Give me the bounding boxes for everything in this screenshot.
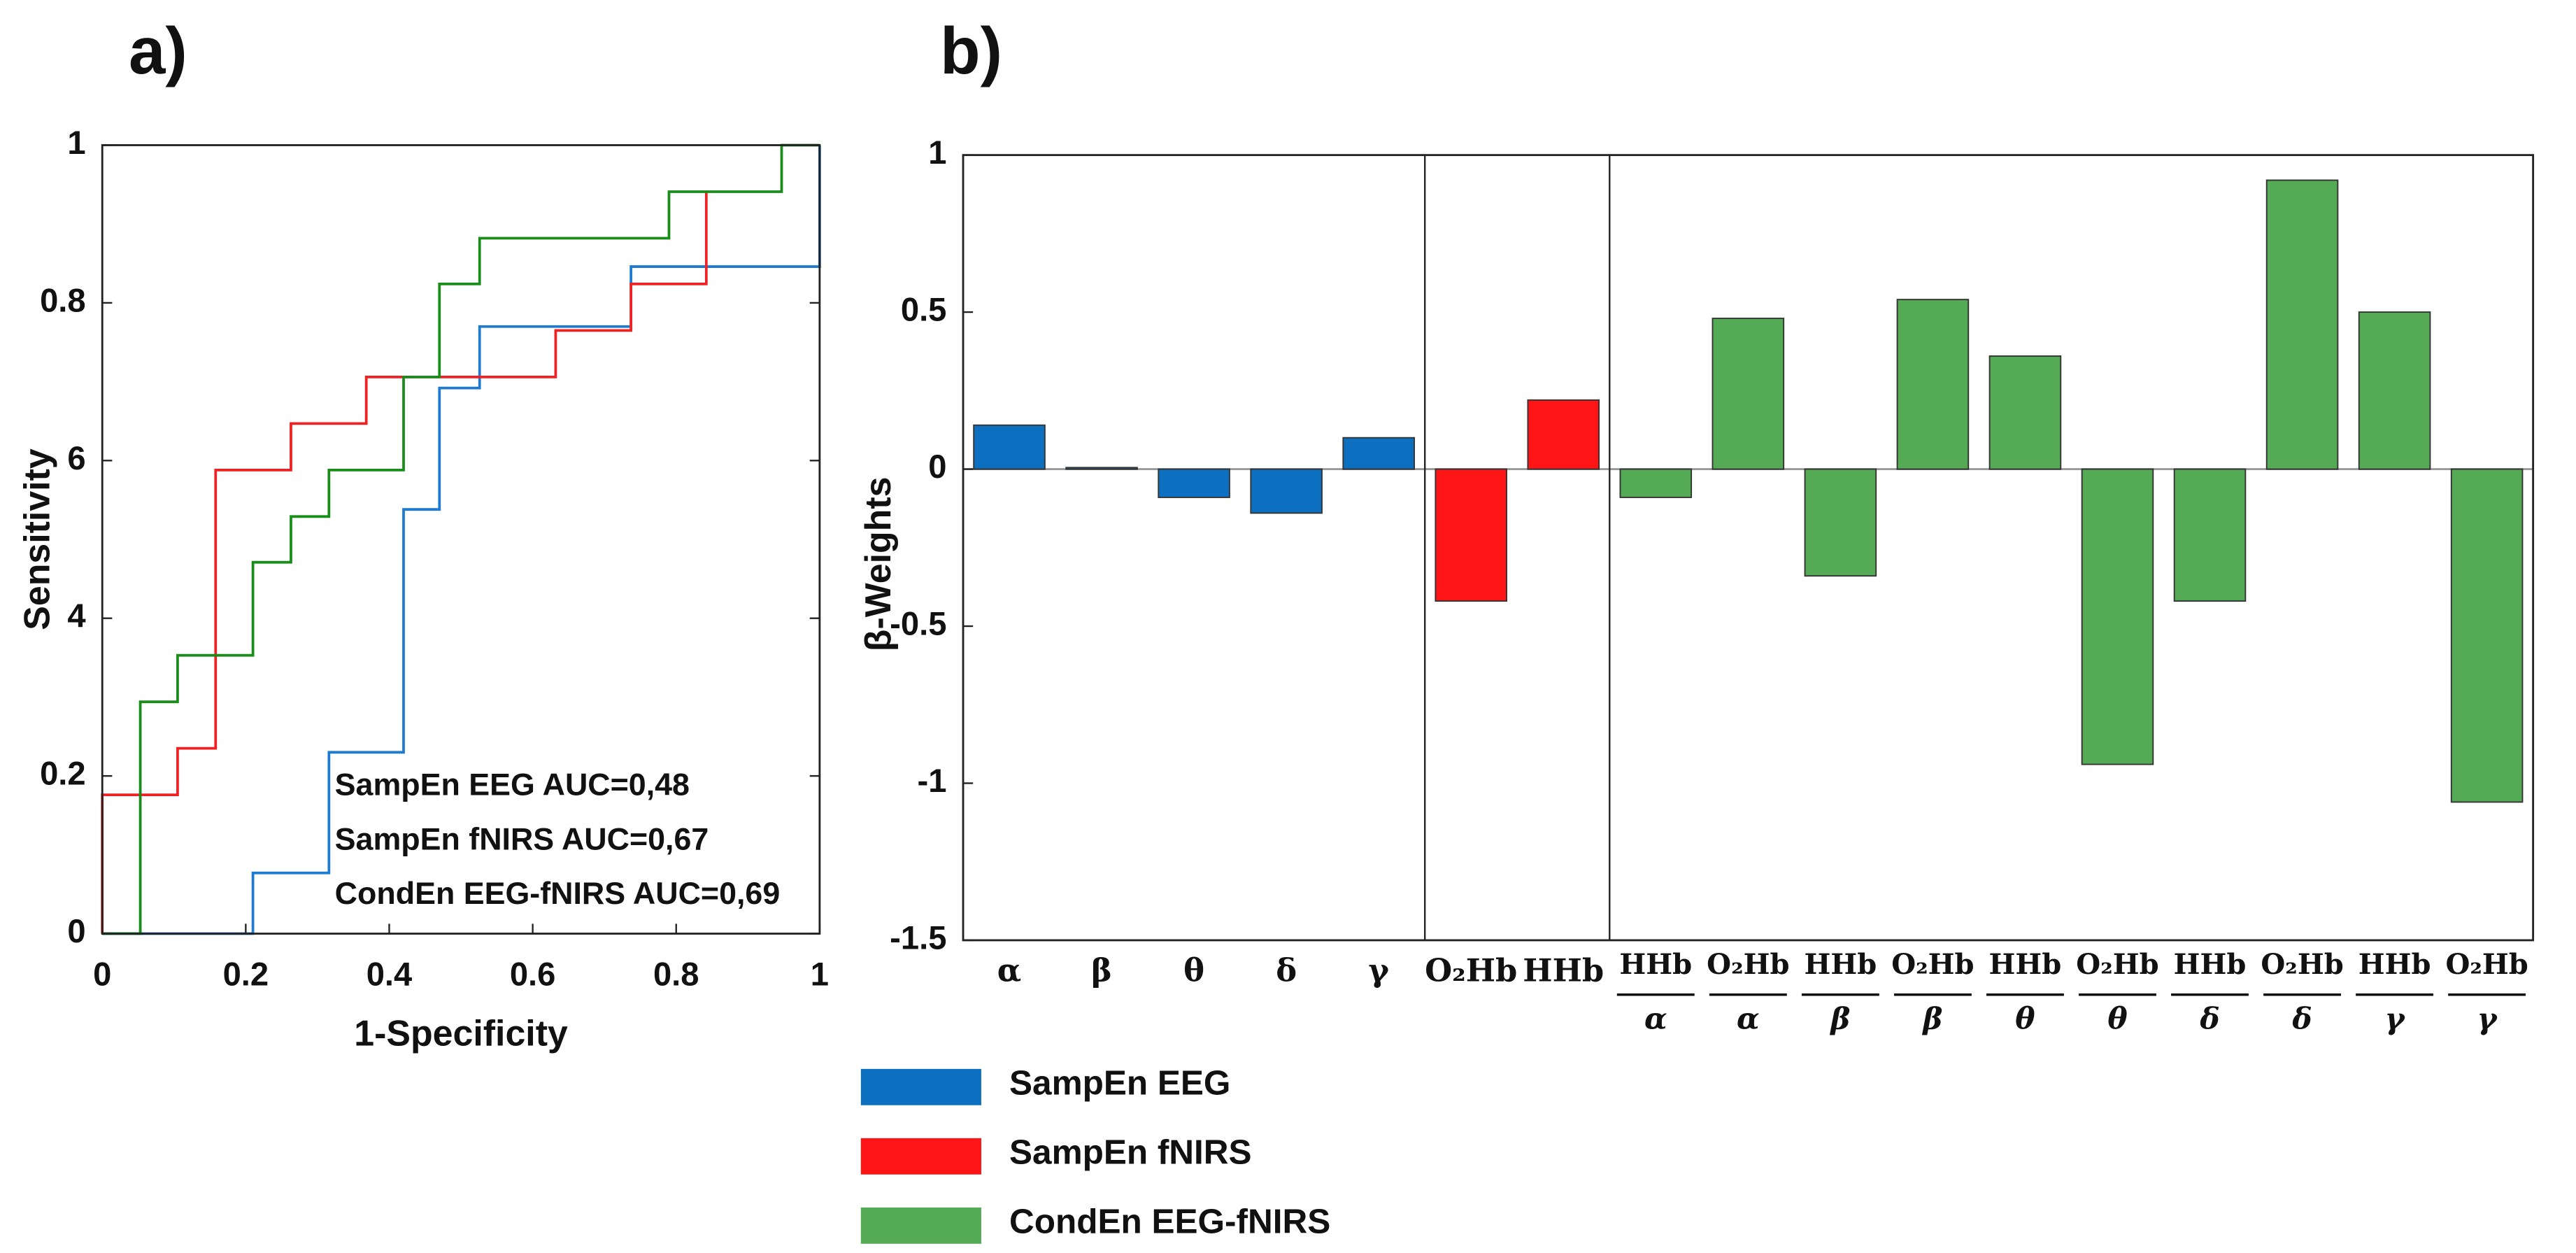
x-tick-label: O₂Hb <box>2076 948 2158 981</box>
legend-label: SampEn EEG <box>1009 1064 1230 1103</box>
legend-swatch <box>860 1138 981 1175</box>
legend-label: CondEn EEG-fNIRS <box>1009 1203 1330 1241</box>
x-tick-label: HHb <box>1523 952 1604 989</box>
bar <box>2358 311 2431 470</box>
bar <box>1158 468 1230 498</box>
x-tick-label: HHb <box>2358 948 2431 981</box>
y-tick-label: 4 <box>67 597 85 634</box>
bar <box>2081 468 2154 765</box>
x-tick-label: O₂Hb <box>1707 948 1789 981</box>
x-tick-label: 0.6 <box>510 955 556 992</box>
y-tick-label: 1 <box>67 124 85 161</box>
bar <box>1619 468 1693 498</box>
x-tick-label: 1 <box>811 955 829 992</box>
x-tick-label: β <box>1091 952 1112 989</box>
y-axis-label: Sensitivity <box>16 448 57 630</box>
panel-label: a) <box>129 14 187 87</box>
x-tick-label: O₂Hb <box>1425 952 1517 989</box>
roc-curve <box>102 145 821 935</box>
x-tick-label: δ <box>2291 1001 2312 1036</box>
x-tick-label: 0.4 <box>367 955 413 992</box>
x-tick-label: δ <box>1276 952 1297 989</box>
bar <box>1712 318 1785 470</box>
bar <box>1988 355 2062 470</box>
bar <box>1250 468 1323 514</box>
bar <box>2173 468 2247 602</box>
x-tick-label: α <box>1737 1001 1760 1036</box>
x-tick-label: β <box>1829 1001 1850 1036</box>
y-tick-label: -1.5 <box>890 919 946 956</box>
bar <box>1342 437 1415 470</box>
x-tick-label: HHb <box>2174 948 2247 981</box>
y-axis-label: β-Weights <box>858 477 898 652</box>
y-tick-label: 0 <box>67 912 85 949</box>
x-tick-label: O₂Hb <box>1891 948 1974 981</box>
x-tick-label: O₂Hb <box>2445 948 2528 981</box>
y-tick-label: 6 <box>67 439 85 476</box>
x-tick-label: γ <box>2477 1001 2498 1036</box>
x-tick-label: O₂Hb <box>2261 948 2343 981</box>
x-tick-label: 0.2 <box>223 955 269 992</box>
x-tick-label: HHb <box>1619 948 1692 981</box>
x-tick-label: HHb <box>1804 948 1877 981</box>
x-tick-label: γ <box>2385 1001 2406 1036</box>
x-tick-label: δ <box>2199 1001 2219 1036</box>
y-tick-label: -0.5 <box>890 604 946 642</box>
x-tick-label: θ <box>1183 952 1204 989</box>
y-tick-label: -1 <box>918 762 947 799</box>
x-tick-label: 0.8 <box>653 955 699 992</box>
x-tick-label: θ <box>2107 1001 2128 1036</box>
x-tick-label: α <box>1644 1001 1667 1036</box>
annotation: SampEn fNIRS AUC=0,67 <box>335 821 709 856</box>
x-axis-label: 1-Specificity <box>354 1012 568 1053</box>
bar <box>1527 399 1600 470</box>
y-tick-label: 0.8 <box>40 281 86 318</box>
legend-swatch <box>860 1207 981 1244</box>
bar <box>2265 179 2339 470</box>
y-tick-label: 0.2 <box>40 755 86 792</box>
bar <box>1804 468 1877 577</box>
bar <box>1065 467 1138 470</box>
plot-frame <box>962 154 2535 942</box>
x-tick-label: 0 <box>93 955 111 992</box>
x-tick-label: α <box>997 952 1021 989</box>
annotation: CondEn EEG-fNIRS AUC=0,69 <box>335 876 781 911</box>
y-tick-label: 1 <box>928 134 946 171</box>
bar <box>973 424 1046 470</box>
annotation: SampEn EEG AUC=0,48 <box>335 767 690 802</box>
x-tick-label: β <box>1921 1001 1942 1036</box>
x-tick-label: γ <box>1368 952 1389 989</box>
panel-label: b) <box>940 14 1002 87</box>
roc-curve <box>101 191 708 934</box>
roc-curve <box>102 143 820 935</box>
y-tick-label: 0 <box>928 448 946 485</box>
legend-label: SampEn fNIRS <box>1009 1133 1252 1172</box>
bar <box>1896 299 1970 470</box>
bar <box>2450 468 2524 803</box>
x-tick-label: HHb <box>1989 948 2062 981</box>
legend-swatch <box>860 1068 981 1105</box>
plot-frame <box>101 144 821 935</box>
x-tick-label: θ <box>2015 1001 2035 1036</box>
y-tick-label: 0.5 <box>901 291 947 328</box>
bar <box>1435 468 1507 602</box>
